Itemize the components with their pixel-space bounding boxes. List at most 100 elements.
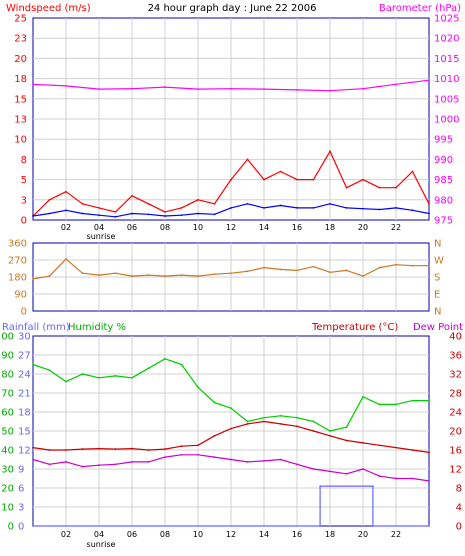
dewpoint-axis-title: Dew Point bbox=[413, 322, 463, 333]
wind-direction-line-point bbox=[197, 275, 199, 277]
barometer-line-point bbox=[428, 79, 430, 82]
rain-tick-label: 27 bbox=[18, 351, 31, 362]
temperature-line-point bbox=[147, 449, 150, 451]
dewpoint-line-point bbox=[279, 458, 282, 461]
humidity-line-point bbox=[213, 401, 216, 404]
temperature-tick-label: 4 bbox=[456, 503, 462, 514]
wind-speed-line-point bbox=[246, 202, 249, 205]
wind-gust-line-point bbox=[329, 150, 331, 153]
x-tick-label: 08 bbox=[160, 223, 170, 232]
windspeed-tick-label: 18 bbox=[14, 74, 27, 85]
humidity-line-point bbox=[114, 375, 117, 377]
wind-gust-line-point bbox=[48, 198, 51, 201]
rain-tick-label: 15 bbox=[18, 427, 31, 438]
wind-direction-line-point bbox=[114, 272, 117, 275]
humidity-tick-label: 30 bbox=[1, 465, 14, 476]
barometer-line-point bbox=[197, 88, 199, 91]
barometer-line-point bbox=[131, 87, 133, 90]
wind-direction-line-point bbox=[279, 268, 282, 271]
barometer-line-point bbox=[329, 89, 331, 92]
rainfall-line-point bbox=[32, 525, 34, 527]
temperature-line-point bbox=[428, 451, 430, 454]
dewpoint-line-point bbox=[246, 460, 249, 463]
dewpoint-line-point bbox=[81, 465, 84, 468]
wind-speed-line-point bbox=[81, 212, 84, 215]
wind-gust-line-point bbox=[378, 186, 381, 189]
temperature-line-point bbox=[411, 449, 414, 451]
rain-tick-label: 30 bbox=[18, 332, 31, 343]
dewpoint-line-point bbox=[98, 464, 100, 467]
dewpoint-line-point bbox=[114, 463, 117, 466]
temperature-line-point bbox=[345, 439, 348, 442]
wind-direction-line-point bbox=[180, 274, 183, 277]
compass-letter: N bbox=[434, 307, 441, 318]
wind-direction-line-point bbox=[246, 270, 249, 273]
humidity-tick-label: 20 bbox=[1, 484, 14, 495]
x-tick-label: 22 bbox=[391, 223, 401, 232]
rainfall-line-point bbox=[319, 485, 321, 487]
x-tick-label: 04 bbox=[94, 223, 104, 232]
barometer-line-point bbox=[263, 88, 265, 91]
wind-direction-line-point bbox=[230, 272, 232, 275]
dewpoint-line-point bbox=[180, 453, 183, 456]
temperature-tick-label: 0 bbox=[456, 522, 462, 533]
temperature-line-point bbox=[296, 425, 298, 428]
chart-title: 24 hour graph day : June 22 2006 bbox=[148, 3, 317, 14]
x-tick-label: 12 bbox=[226, 530, 236, 539]
wind-direction-line-point bbox=[147, 274, 150, 277]
dewpoint-line-point bbox=[378, 475, 381, 478]
windspeed-tick-label: 23 bbox=[14, 34, 27, 45]
humidity-tick-label: 80 bbox=[1, 370, 14, 381]
humidity-line-point bbox=[263, 416, 265, 419]
temperature-line-point bbox=[378, 444, 381, 447]
temperature-line-point bbox=[263, 420, 265, 423]
wind-direction-line-point bbox=[395, 263, 397, 266]
barometer-tick-label: 985 bbox=[434, 175, 453, 186]
x-tick-label: 12 bbox=[226, 223, 236, 232]
windspeed-axis-title: Windspeed (m/s) bbox=[6, 3, 91, 14]
wind-speed-line-point bbox=[395, 206, 397, 209]
dewpoint-line-point bbox=[230, 458, 232, 461]
windspeed-tick-label: 8 bbox=[21, 155, 27, 166]
barometer-tick-label: 995 bbox=[434, 135, 453, 146]
temperature-line-point bbox=[246, 422, 249, 425]
barometer-tick-label: 1000 bbox=[434, 115, 459, 126]
temperature-line-point bbox=[81, 448, 84, 450]
wind-direction-line-point bbox=[296, 269, 298, 272]
barometer-line-point bbox=[395, 83, 397, 86]
wind-speed-line-point bbox=[378, 208, 381, 211]
windspeed-tick-label: 15 bbox=[14, 94, 27, 105]
temperature-line-point bbox=[312, 430, 315, 432]
x-tick-label: 14 bbox=[259, 223, 269, 232]
humidity-tick-label: 100 bbox=[0, 332, 14, 343]
dewpoint-line-point bbox=[65, 460, 67, 463]
wind-gust-line-point bbox=[65, 190, 67, 193]
temperature-line-point bbox=[279, 422, 282, 425]
humidity-line-point bbox=[395, 403, 397, 406]
rainfall-line bbox=[33, 485, 429, 527]
windspeed-tick-label: 3 bbox=[21, 195, 27, 206]
wind-direction-line-point bbox=[213, 273, 216, 276]
dewpoint-line-point bbox=[312, 468, 315, 470]
sunrise-label-1: sunrise bbox=[87, 232, 116, 241]
wind-gust-line-point bbox=[164, 211, 166, 213]
x-tick-label: 20 bbox=[358, 530, 368, 539]
windspeed-tick-label: 25 bbox=[14, 14, 27, 25]
x-tick-label: 22 bbox=[391, 530, 401, 539]
dewpoint-line-point bbox=[48, 463, 51, 466]
wind-speed-line-point bbox=[213, 213, 216, 216]
temperature-tick-label: 20 bbox=[449, 427, 462, 438]
humidity-tick-label: 0 bbox=[8, 522, 14, 533]
barometer-tick-label: 975 bbox=[434, 216, 453, 227]
wind-direction-line-point bbox=[362, 275, 364, 277]
barometer-line-point bbox=[98, 88, 100, 91]
dewpoint-line-point bbox=[131, 460, 133, 463]
temperature-line-point bbox=[213, 434, 216, 437]
dewpoint-line-point bbox=[263, 460, 265, 462]
humidity-tick-label: 70 bbox=[1, 389, 14, 400]
wind-direction-line-point bbox=[131, 275, 133, 277]
temperature-tick-label: 24 bbox=[449, 408, 462, 419]
x-tick-label: 04 bbox=[94, 530, 104, 539]
x-tick-label: 08 bbox=[160, 530, 170, 539]
